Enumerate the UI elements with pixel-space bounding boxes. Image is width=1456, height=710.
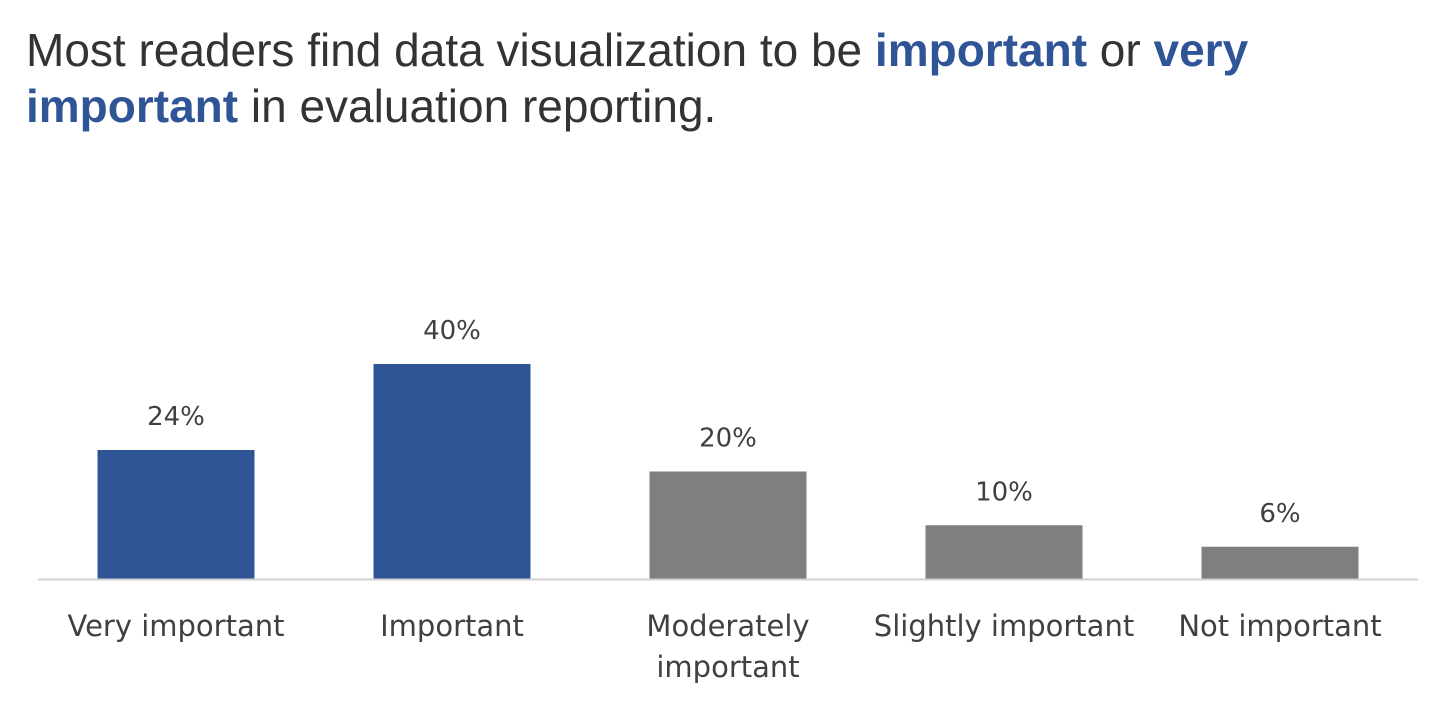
category-label-line: Slightly important <box>874 609 1134 643</box>
category-labels-group: Very important Important Moderately importa… <box>67 609 1381 684</box>
value-label-important: 40% <box>423 316 481 346</box>
title-emphasis-important: important <box>874 24 1088 76</box>
category-label-important: Important <box>380 609 524 643</box>
category-label-line: Important <box>380 609 524 643</box>
bar-not-important <box>1201 546 1359 579</box>
value-label-slightly-important: 10% <box>975 477 1033 507</box>
bar-slightly-important <box>925 525 1083 579</box>
category-label-line: important <box>656 650 799 684</box>
bar-important <box>373 364 531 579</box>
category-label-moderately-important: Moderately important <box>646 609 809 684</box>
category-label-slightly-important: Slightly important <box>874 609 1134 643</box>
title-part-2: or <box>1087 24 1154 76</box>
value-label-very-important: 24% <box>147 402 205 432</box>
category-label-line: Moderately <box>646 609 809 643</box>
bar-moderately-important <box>649 471 807 579</box>
title-emphasis-very-important: very important <box>26 24 1249 132</box>
value-label-moderately-important: 20% <box>699 424 757 454</box>
value-label-not-important: 6% <box>1259 499 1300 529</box>
value-labels-group: 24% 40% 20% 10% 6% <box>147 316 1301 529</box>
bar-very-important <box>97 450 255 579</box>
category-label-very-important: Very important <box>67 609 284 643</box>
title-part-3: in evaluation reporting. <box>238 80 717 132</box>
category-label-line: Very important <box>67 609 284 643</box>
chart-title: Most readers find data visualization to … <box>26 22 1406 134</box>
title-part-1: Most readers find data visualization to … <box>26 24 875 76</box>
category-label-line: Not important <box>1178 609 1381 643</box>
bars-group <box>97 364 1359 579</box>
category-label-not-important: Not important <box>1178 609 1381 643</box>
